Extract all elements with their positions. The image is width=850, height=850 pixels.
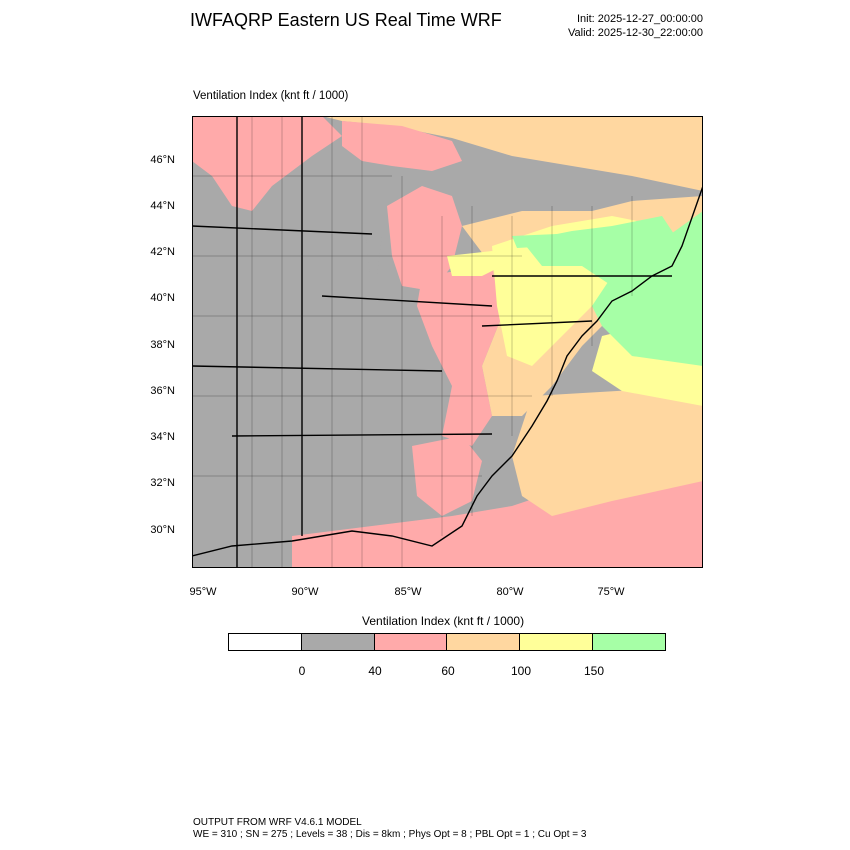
- lat-label-40: 40°N: [150, 292, 175, 304]
- lat-label-38: 38°N: [150, 339, 175, 351]
- border-line-5: [321, 295, 493, 307]
- legend-swatch-tan: [447, 634, 521, 650]
- map-panel: [191, 116, 704, 568]
- lon-label-80: 80°W: [496, 586, 524, 598]
- plot-title: IWFAQRP Eastern US Real Time WRF: [190, 10, 502, 30]
- lake-superior-pink-region: [342, 121, 462, 171]
- county-lines: [192, 116, 633, 568]
- lon-label-95: 95°W: [189, 586, 217, 598]
- map-border: [192, 116, 703, 568]
- lat-label-36: 36°N: [150, 385, 175, 397]
- michigan-pink-region: [387, 186, 462, 291]
- legend-swatch-green: [593, 634, 665, 650]
- lat-label-30: 30°N: [150, 524, 175, 536]
- border-line-8: [481, 320, 593, 327]
- lon-label-85: 85°W: [394, 586, 422, 598]
- offshore-green-region: [592, 211, 703, 366]
- legend-swatch-pink: [374, 634, 448, 650]
- lake-michigan: [366, 206, 382, 276]
- footer-model: OUTPUT FROM WRF V4.6.1 MODEL: [193, 817, 362, 828]
- appalachian-pink-region: [417, 266, 502, 446]
- canada-tan-region: [322, 116, 703, 191]
- init-time: Init: 2025-12-27_00:00:00: [577, 13, 703, 25]
- lat-label-34: 34°N: [150, 431, 175, 443]
- lat-label-32: 32°N: [150, 477, 175, 489]
- legend-swatch-gray: [301, 634, 375, 650]
- valid-time: Valid: 2025-12-30_22:00:00: [568, 27, 703, 39]
- legend-swatch-white: [229, 634, 302, 650]
- legend-title: Ventilation Index (knt ft / 1000): [362, 614, 525, 628]
- legend-tick-60: 60: [441, 664, 455, 678]
- lat-label-42: 42°N: [150, 246, 175, 258]
- lon-label-75: 75°W: [597, 586, 625, 598]
- lon-label-90: 90°W: [291, 586, 319, 598]
- border-line-3: [191, 365, 443, 372]
- county-grid: [192, 116, 633, 568]
- legend-tick-0: 0: [298, 664, 306, 678]
- lake-erie: [447, 251, 512, 276]
- footer-config: WE = 310 ; SN = 275 ; Levels = 38 ; Dis …: [193, 829, 587, 840]
- lake-ontario: [512, 234, 557, 248]
- legend-tick-40: 40: [368, 664, 382, 678]
- legend-tick-100: 100: [510, 664, 532, 678]
- lat-label-44: 44°N: [150, 200, 175, 212]
- atlantic-tan-region: [512, 386, 703, 516]
- upper-midwest-pink-region: [192, 116, 342, 211]
- legend-swatch-yellow: [520, 634, 594, 650]
- legend-colorbar: [228, 633, 666, 651]
- lat-label-46: 46°N: [150, 154, 175, 166]
- field-label: Ventilation Index (knt ft / 1000): [193, 90, 349, 102]
- legend-tick-150: 150: [583, 664, 605, 678]
- ventilation-map: [191, 116, 704, 568]
- coastline: [191, 185, 704, 557]
